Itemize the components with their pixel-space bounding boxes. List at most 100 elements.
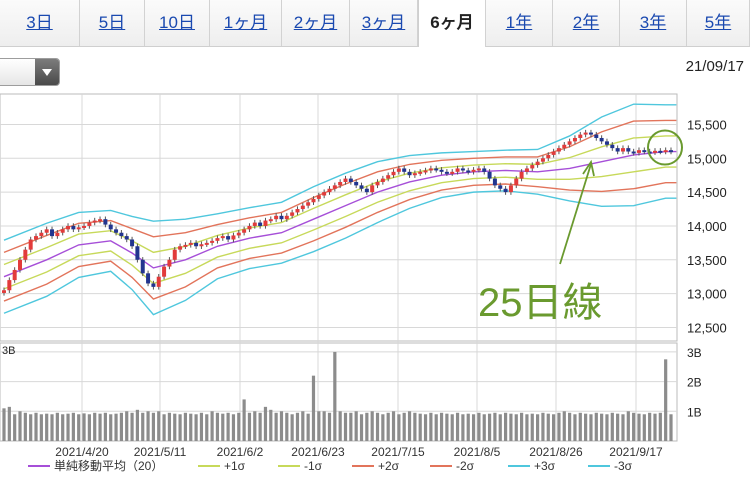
volume-bar: [509, 413, 513, 441]
candle-body: [12, 269, 17, 281]
volume-bar: [359, 414, 364, 441]
volume-bar: [301, 411, 305, 441]
annotation-arrow-line: [559, 163, 592, 265]
candle-body: [327, 188, 332, 193]
volume-bar: [589, 414, 593, 441]
x-tick-label: 2021/7/15: [371, 445, 425, 459]
candle-body: [658, 150, 663, 153]
tab-10-days[interactable]: 10日: [145, 0, 210, 46]
volume-bar: [648, 412, 652, 441]
tab-3-years[interactable]: 3年: [620, 0, 687, 46]
candle-body: [604, 141, 609, 145]
volume-bar: [119, 412, 123, 441]
highlight-circle: [647, 129, 683, 166]
volume-bar: [482, 414, 486, 441]
candle-body: [284, 215, 289, 220]
candle-body: [188, 242, 193, 245]
price-tick-label: 14,500: [687, 185, 727, 200]
candle-body: [226, 236, 231, 240]
candle-body: [108, 224, 113, 230]
minus-2-sigma-line: [3, 181, 677, 302]
candle-body: [55, 232, 60, 237]
x-tick-label: 2021/8/5: [454, 445, 501, 459]
volume-bar: [632, 412, 636, 441]
candle-body: [7, 280, 12, 291]
tab-2-years[interactable]: 2年: [553, 0, 620, 46]
candle-body: [290, 212, 295, 216]
volume-bar: [247, 412, 252, 441]
candle-body: [87, 222, 92, 226]
volume-bar: [536, 414, 540, 441]
tab-1-month[interactable]: 1ヶ月: [210, 0, 282, 46]
volume-bar: [370, 411, 374, 441]
volume-bar: [530, 413, 534, 441]
tab-1-year[interactable]: 1年: [486, 0, 553, 46]
candle-body: [103, 219, 108, 225]
indicator-select[interactable]: [0, 58, 60, 86]
tab-5-years[interactable]: 5年: [687, 0, 750, 46]
candle-body: [50, 229, 55, 237]
tab-3-months[interactable]: 3ヶ月: [350, 0, 418, 46]
candle-body: [39, 232, 44, 237]
volume-bar: [87, 414, 91, 441]
volume-bar: [141, 412, 145, 441]
tab-2-months[interactable]: 2ヶ月: [282, 0, 350, 46]
volume-bar: [18, 411, 22, 441]
candle-body: [71, 225, 76, 230]
volume-bar: [493, 412, 497, 441]
tab-3-days[interactable]: 3日: [0, 0, 80, 46]
volume-bar: [637, 413, 641, 441]
candle-body: [508, 185, 513, 193]
candle-body: [652, 150, 657, 153]
volume-bar: [397, 414, 401, 441]
volume-bar: [349, 412, 353, 441]
candle-body: [380, 178, 385, 182]
candle-body: [119, 232, 124, 237]
candle-body: [140, 259, 145, 274]
price-plot-area: [0, 93, 678, 342]
volume-bar: [605, 414, 609, 441]
candle-body: [492, 178, 497, 186]
candle-body: [466, 170, 471, 173]
candle-body: [482, 168, 487, 172]
volume-bar: [525, 414, 529, 441]
price-tick-label: 15,500: [687, 117, 727, 132]
volume-bar: [274, 412, 278, 441]
candle-body: [316, 195, 321, 199]
candle-body: [663, 150, 668, 153]
candle-body: [636, 150, 641, 153]
volume-bar: [322, 411, 326, 441]
candle-body: [66, 225, 71, 230]
candle-body: [642, 150, 647, 153]
legend-label: +2σ: [378, 459, 400, 473]
tab-6-months[interactable]: 6ヶ月: [418, 0, 486, 47]
candle-body: [183, 244, 188, 247]
tab-5-days[interactable]: 5日: [80, 0, 145, 46]
volume-bar: [466, 413, 470, 441]
candle-body: [162, 266, 167, 277]
volume-bar: [616, 413, 620, 441]
volume-bar: [221, 413, 225, 441]
candle-body: [242, 229, 247, 233]
candle-body: [306, 202, 311, 206]
volume-bar: [584, 413, 588, 441]
candle-body: [172, 249, 177, 260]
candle-body: [146, 273, 151, 284]
volume-bar: [386, 412, 390, 441]
volume-bar: [109, 414, 113, 441]
candle-body: [204, 242, 209, 245]
volume-bar: [77, 414, 81, 441]
volume-bar: [61, 414, 65, 441]
period-tab-bar: 3日 5日 10日 1ヶ月 2ヶ月 3ヶ月 6ヶ月 1年 2年 3年 5年: [0, 0, 750, 47]
candle-body: [610, 144, 615, 149]
candle-body: [588, 132, 593, 135]
volume-bar: [167, 412, 172, 441]
volume-bar: [418, 413, 422, 441]
volume-bar: [552, 414, 556, 441]
candle-body: [274, 215, 279, 220]
volume-bar: [365, 412, 369, 441]
dropdown-toggle[interactable]: [35, 59, 59, 85]
volume-bar: [178, 414, 182, 441]
candle-body: [631, 151, 636, 154]
volume-bar: [391, 411, 396, 441]
